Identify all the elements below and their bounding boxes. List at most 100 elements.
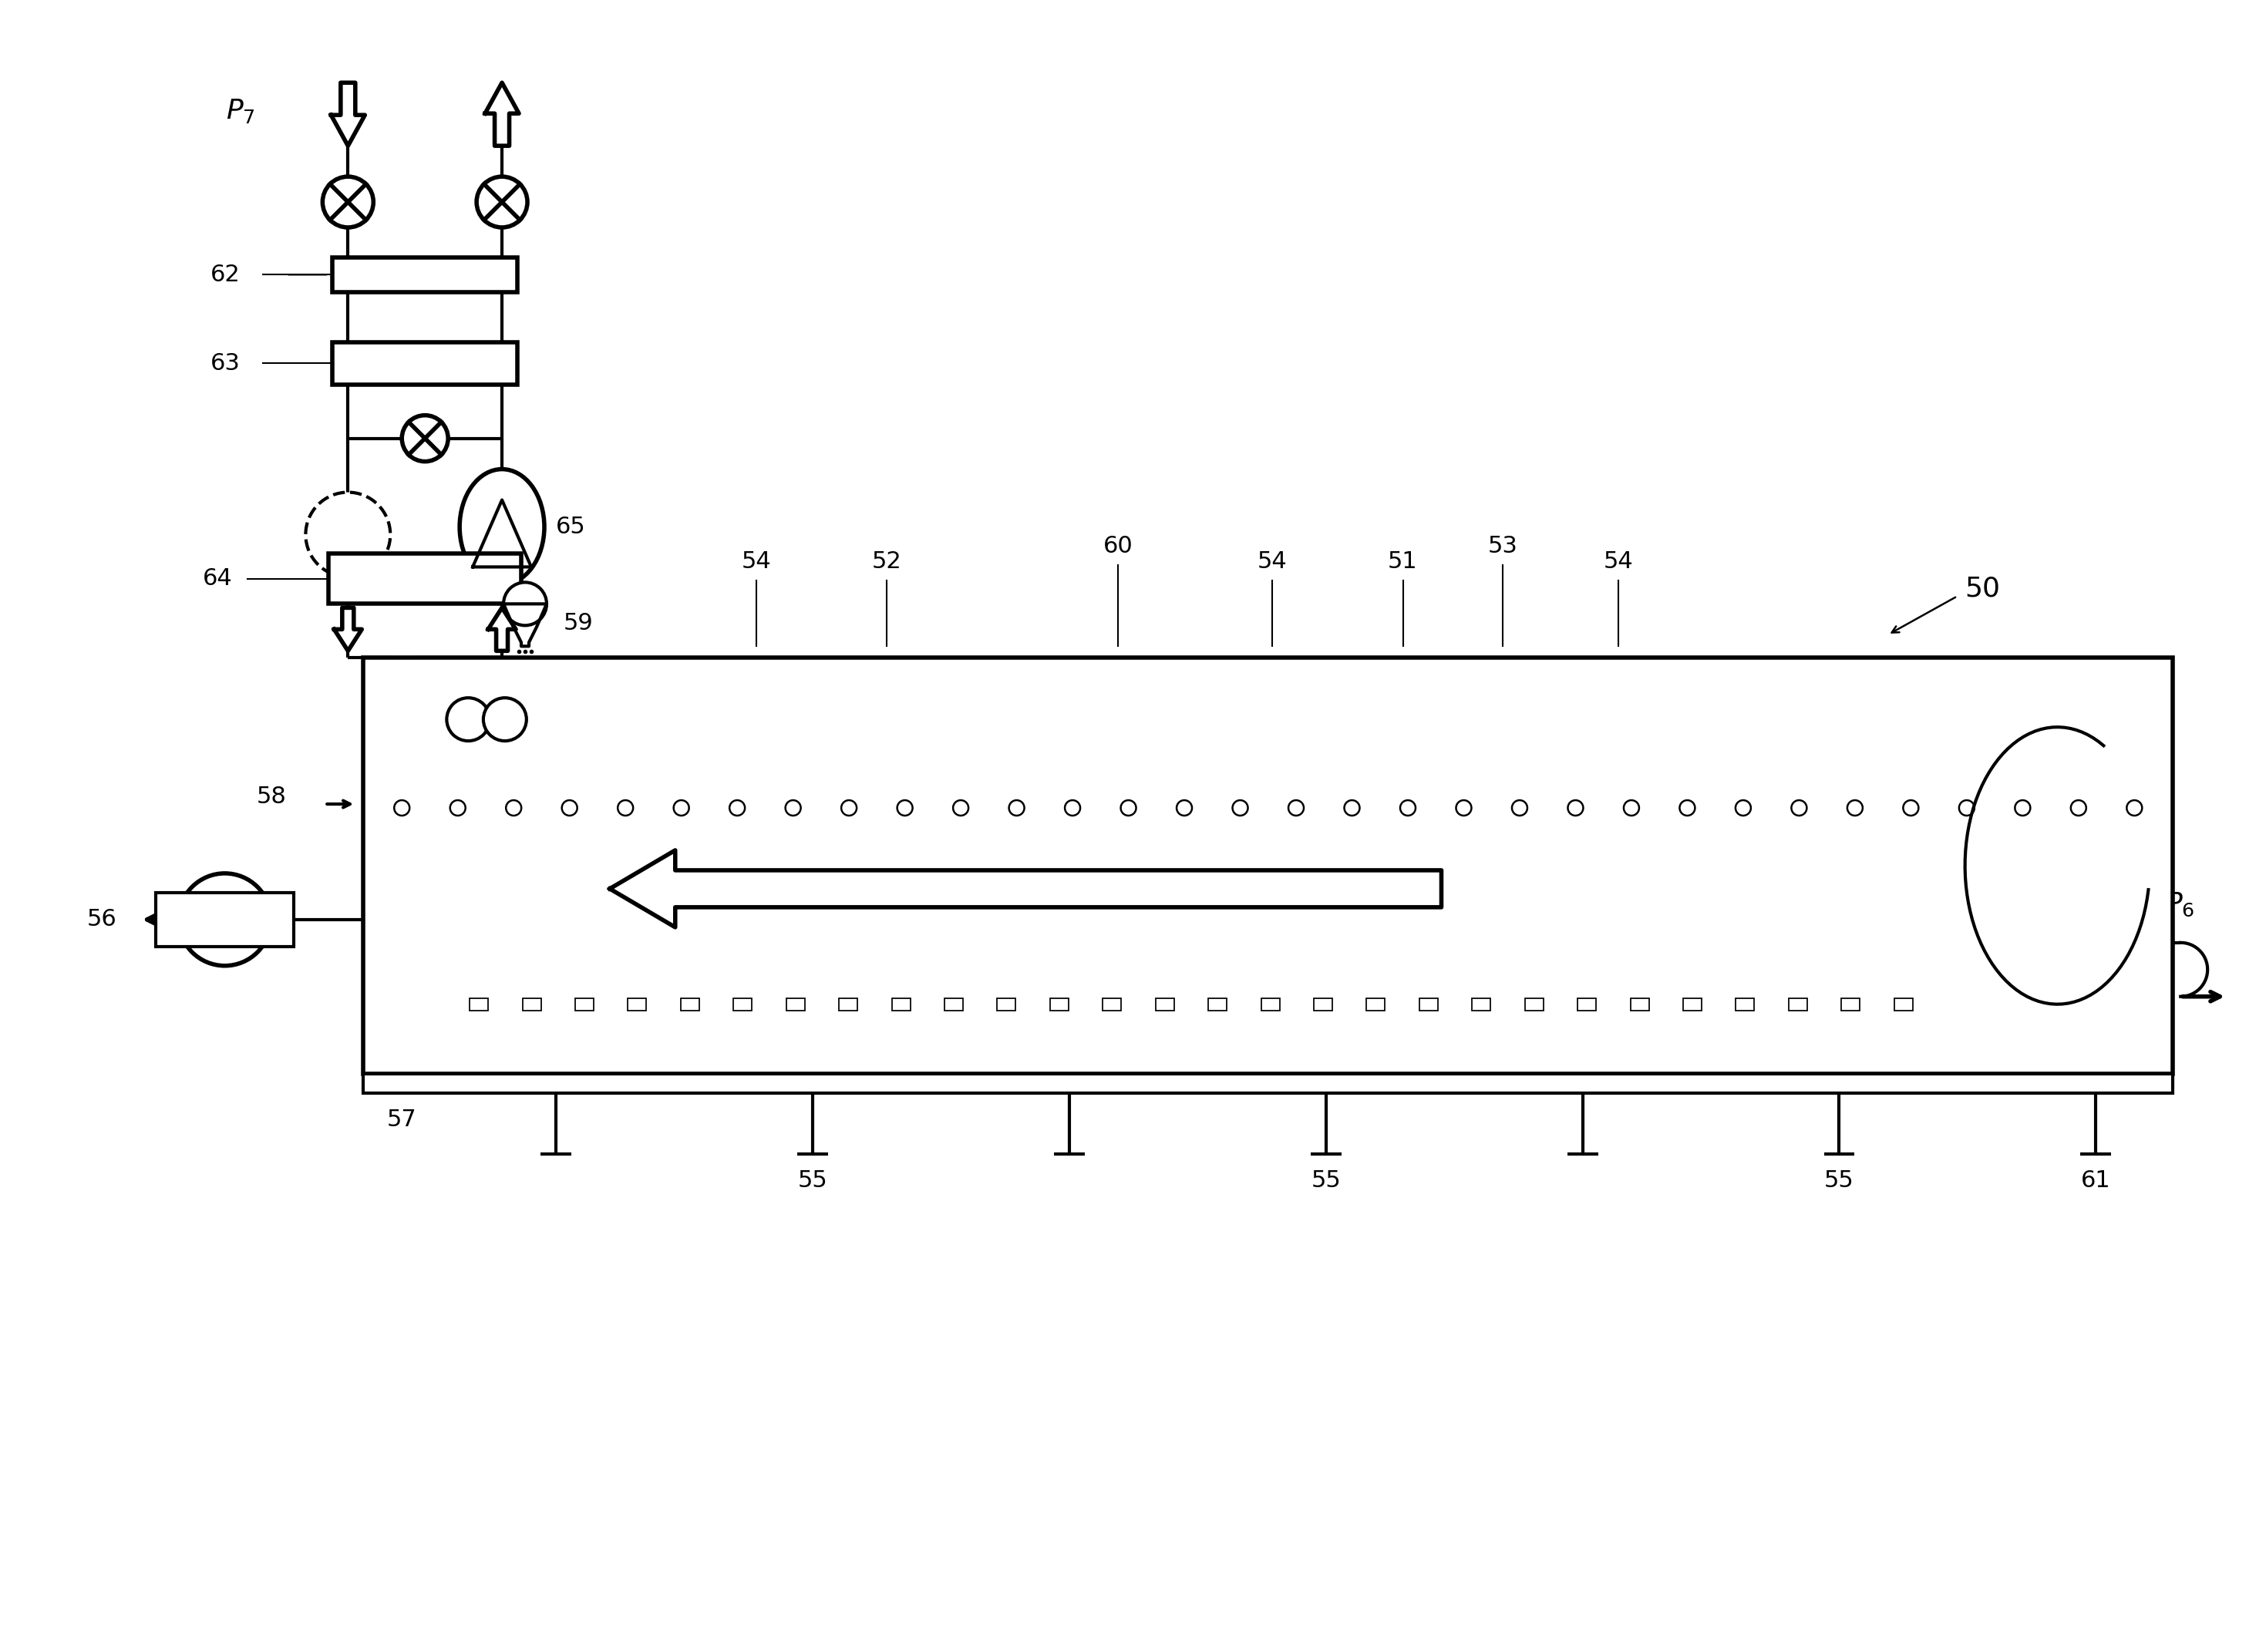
Circle shape bbox=[1289, 800, 1303, 816]
Text: 50: 50 bbox=[1965, 575, 2001, 601]
Circle shape bbox=[306, 492, 390, 577]
Bar bbox=[1208, 998, 1226, 1011]
Text: 55: 55 bbox=[1824, 1170, 1854, 1193]
Bar bbox=[523, 998, 542, 1011]
Bar bbox=[469, 998, 487, 1011]
Bar bbox=[893, 998, 911, 1011]
Circle shape bbox=[2071, 800, 2087, 816]
Bar bbox=[1525, 998, 1543, 1011]
Bar bbox=[1842, 998, 1860, 1011]
Circle shape bbox=[451, 800, 465, 816]
Circle shape bbox=[1511, 800, 1527, 816]
Bar bbox=[329, 553, 521, 605]
Bar bbox=[945, 998, 963, 1011]
Polygon shape bbox=[333, 608, 363, 651]
Bar bbox=[363, 657, 2173, 1074]
Circle shape bbox=[1625, 800, 1638, 816]
Text: 63: 63 bbox=[211, 352, 240, 375]
Text: 58: 58 bbox=[256, 785, 286, 808]
Bar bbox=[1262, 998, 1280, 1011]
Circle shape bbox=[401, 415, 449, 461]
Circle shape bbox=[841, 800, 857, 816]
Text: 62: 62 bbox=[211, 264, 240, 286]
Circle shape bbox=[476, 177, 528, 228]
Circle shape bbox=[505, 800, 521, 816]
Bar bbox=[576, 998, 594, 1011]
Text: 61: 61 bbox=[2080, 1170, 2112, 1193]
Circle shape bbox=[483, 697, 526, 742]
Bar bbox=[1419, 998, 1439, 1011]
Bar bbox=[1156, 998, 1174, 1011]
Circle shape bbox=[954, 800, 968, 816]
Bar bbox=[1788, 998, 1806, 1011]
Bar bbox=[786, 998, 804, 1011]
Circle shape bbox=[673, 800, 689, 816]
Bar bbox=[1577, 998, 1595, 1011]
Circle shape bbox=[1568, 800, 1584, 816]
Text: 64: 64 bbox=[202, 568, 233, 590]
Circle shape bbox=[1344, 800, 1360, 816]
Text: 51: 51 bbox=[1389, 550, 1419, 573]
Circle shape bbox=[1233, 800, 1249, 816]
Text: 54: 54 bbox=[1604, 550, 1634, 573]
Circle shape bbox=[1792, 800, 1806, 816]
Bar bbox=[1736, 998, 1754, 1011]
Text: 54: 54 bbox=[1258, 550, 1287, 573]
Circle shape bbox=[2014, 800, 2030, 816]
Text: 52: 52 bbox=[872, 550, 902, 573]
Circle shape bbox=[1457, 800, 1471, 816]
Circle shape bbox=[619, 800, 632, 816]
Circle shape bbox=[786, 800, 800, 816]
Circle shape bbox=[1122, 800, 1135, 816]
Bar bbox=[156, 892, 295, 947]
Circle shape bbox=[730, 800, 746, 816]
Circle shape bbox=[446, 697, 489, 742]
Polygon shape bbox=[503, 605, 546, 646]
Polygon shape bbox=[487, 608, 517, 651]
Text: 60: 60 bbox=[1104, 535, 1133, 558]
Bar bbox=[1684, 998, 1702, 1011]
Circle shape bbox=[1847, 800, 1863, 816]
Circle shape bbox=[1008, 800, 1024, 816]
Text: 59: 59 bbox=[564, 611, 594, 634]
Circle shape bbox=[2128, 800, 2141, 816]
Circle shape bbox=[1679, 800, 1695, 816]
Circle shape bbox=[1960, 800, 1974, 816]
Text: 56: 56 bbox=[86, 909, 118, 930]
Text: $P_7$: $P_7$ bbox=[227, 97, 254, 126]
Bar bbox=[1104, 998, 1122, 1011]
Bar bbox=[838, 998, 857, 1011]
Circle shape bbox=[394, 800, 410, 816]
Bar bbox=[363, 1074, 2173, 1092]
Polygon shape bbox=[331, 83, 365, 145]
Text: 55: 55 bbox=[798, 1170, 827, 1193]
Text: 53: 53 bbox=[1489, 535, 1518, 558]
Circle shape bbox=[1400, 800, 1416, 816]
Bar bbox=[333, 342, 517, 385]
Circle shape bbox=[897, 800, 913, 816]
Bar bbox=[1894, 998, 1913, 1011]
Circle shape bbox=[1065, 800, 1081, 816]
Circle shape bbox=[179, 874, 272, 966]
Circle shape bbox=[1736, 800, 1752, 816]
Bar bbox=[333, 258, 517, 292]
Ellipse shape bbox=[460, 469, 544, 585]
Polygon shape bbox=[610, 851, 1441, 927]
Bar bbox=[1366, 998, 1385, 1011]
Bar bbox=[1049, 998, 1070, 1011]
Text: $P_5$: $P_5$ bbox=[1049, 879, 1079, 907]
Bar bbox=[997, 998, 1015, 1011]
Bar bbox=[680, 998, 700, 1011]
Circle shape bbox=[562, 800, 578, 816]
Bar bbox=[734, 998, 752, 1011]
Circle shape bbox=[322, 177, 374, 228]
Circle shape bbox=[1903, 800, 1919, 816]
Bar bbox=[1473, 998, 1491, 1011]
Text: 65: 65 bbox=[555, 515, 585, 539]
Bar bbox=[1629, 998, 1650, 1011]
Bar bbox=[628, 998, 646, 1011]
Text: 55: 55 bbox=[1312, 1170, 1341, 1193]
Bar bbox=[1314, 998, 1332, 1011]
Text: 54: 54 bbox=[741, 550, 770, 573]
Text: 57: 57 bbox=[387, 1108, 417, 1130]
